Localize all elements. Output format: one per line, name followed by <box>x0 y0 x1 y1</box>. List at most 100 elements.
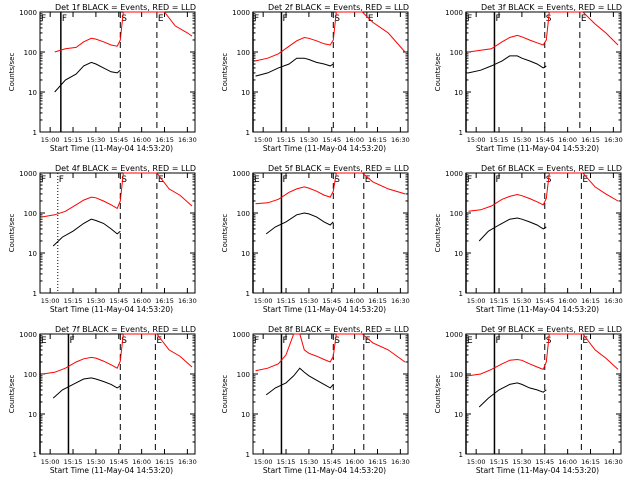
x-axis-label: Start Time (11-May-04 14:53:20) <box>476 144 599 153</box>
series-line-events <box>52 218 121 247</box>
marker-label: S <box>334 175 340 185</box>
x-tick-label: 15:00 <box>254 458 273 466</box>
x-tick-label: 15:45 <box>109 297 128 305</box>
x-tick-label: 16:30 <box>391 136 410 144</box>
marker-label: E <box>158 175 164 185</box>
marker-label: E <box>158 14 164 24</box>
y-tick-label: 10 <box>241 89 250 97</box>
x-tick-label: 15:30 <box>300 458 319 466</box>
x-tick-label: 15:30 <box>87 136 106 144</box>
x-tick-label: 15:15 <box>277 458 296 466</box>
y-tick-label: 1000 <box>445 9 463 17</box>
x-tick-label: 15:45 <box>322 136 341 144</box>
marker-label: E <box>156 336 162 346</box>
y-tick-label: 1 <box>459 129 463 137</box>
x-tick-label: 16:30 <box>604 297 623 305</box>
y-axis-label: Counts/sec <box>221 375 229 414</box>
panel-title: Det 9f BLACK = Events, RED = LLD <box>481 325 622 334</box>
x-tick-label: 15:30 <box>513 458 532 466</box>
marker-label: F <box>495 175 500 185</box>
plot-frame <box>252 333 409 455</box>
series-line-events <box>52 377 121 399</box>
x-tick-label: 16:30 <box>178 136 197 144</box>
x-tick-label: 15:15 <box>64 297 83 305</box>
x-tick-label: 16:15 <box>155 136 174 144</box>
y-tick-label: 10 <box>28 250 37 258</box>
panel-det-5: 1 10 100 1000 15:00 15:15 15:30 15:45 16:00 16:15… <box>221 164 410 314</box>
y-tick-label: 1 <box>459 290 463 298</box>
marker-label: S <box>334 14 340 24</box>
x-tick-label: 15:00 <box>467 458 486 466</box>
y-tick-label: 1000 <box>232 170 250 178</box>
x-tick-label: 16:00 <box>132 136 151 144</box>
series-line-lld <box>468 11 619 53</box>
x-tick-label: 16:15 <box>155 458 174 466</box>
series-line-lld <box>468 333 619 377</box>
x-tick-label: 16:15 <box>155 297 174 305</box>
y-tick-label: 100 <box>237 371 250 379</box>
marker-label: E <box>368 14 374 24</box>
x-tick-label: 16:30 <box>391 297 410 305</box>
marker-label: F <box>282 14 287 24</box>
marker-label: S <box>334 336 340 346</box>
panel-title: Det 3f BLACK = Events, RED = LLD <box>481 3 622 12</box>
x-tick-label: 15:30 <box>300 297 319 305</box>
panel-title: Det 5f BLACK = Events, RED = LLD <box>268 164 409 173</box>
y-tick-label: 100 <box>24 49 37 57</box>
y-tick-label: 100 <box>450 210 463 218</box>
marker-label: F <box>41 14 46 24</box>
series-line-lld <box>255 11 406 62</box>
x-tick-label: 16:00 <box>345 136 364 144</box>
y-tick-label: 10 <box>241 250 250 258</box>
marker-label: S <box>121 336 127 346</box>
series-line-events <box>255 57 334 77</box>
marker-label: E <box>365 175 371 185</box>
y-axis-label: Counts/sec <box>434 53 442 92</box>
y-tick-label: 10 <box>241 411 250 419</box>
panel-title: Det 4f BLACK = Events, RED = LLD <box>55 164 196 173</box>
x-tick-label: 15:15 <box>490 458 509 466</box>
x-tick-label: 16:00 <box>558 136 577 144</box>
y-tick-label: 1000 <box>445 170 463 178</box>
panel-det-3: 1 10 100 1000 15:00 15:15 15:30 15:45 16:00 16:15… <box>434 3 623 153</box>
y-axis-label: Counts/sec <box>434 214 442 253</box>
marker-label: E <box>581 14 587 24</box>
x-tick-label: 15:00 <box>467 136 486 144</box>
series-line-lld <box>255 172 406 205</box>
x-tick-label: 16:00 <box>558 458 577 466</box>
x-tick-label: 16:00 <box>132 297 151 305</box>
y-tick-label: 1 <box>33 290 37 298</box>
panel-det-2: 1 10 100 1000 15:00 15:15 15:30 15:45 16:00 16:15… <box>221 3 410 153</box>
marker-label: F <box>467 175 472 185</box>
y-tick-label: 100 <box>24 210 37 218</box>
x-tick-label: 15:00 <box>41 297 60 305</box>
x-tick-label: 16:30 <box>391 458 410 466</box>
y-tick-label: 1 <box>459 451 463 459</box>
x-tick-label: 15:30 <box>513 297 532 305</box>
x-tick-label: 16:30 <box>178 297 197 305</box>
y-axis-label: Counts/sec <box>8 214 16 253</box>
x-tick-label: 16:15 <box>581 297 600 305</box>
marker-label: F <box>495 14 500 24</box>
x-tick-label: 16:30 <box>604 458 623 466</box>
x-tick-label: 16:00 <box>558 297 577 305</box>
x-tick-label: 15:30 <box>513 136 532 144</box>
y-tick-label: 1 <box>33 129 37 137</box>
x-axis-label: Start Time (11-May-04 14:53:20) <box>50 144 173 153</box>
marker-label: S <box>121 175 127 185</box>
series-line-lld <box>255 333 406 372</box>
x-axis-label: Start Time (11-May-04 14:53:20) <box>263 466 386 475</box>
x-tick-label: 15:00 <box>254 297 273 305</box>
x-tick-label: 15:15 <box>64 458 83 466</box>
panel-title: Det 7f BLACK = Events, RED = LLD <box>55 325 196 334</box>
marker-label: F <box>59 175 64 185</box>
x-axis-label: Start Time (11-May-04 14:53:20) <box>476 466 599 475</box>
x-tick-label: 16:15 <box>368 297 387 305</box>
y-tick-label: 10 <box>28 89 37 97</box>
y-axis-label: Counts/sec <box>434 375 442 414</box>
x-axis-label: Start Time (11-May-04 14:53:20) <box>50 466 173 475</box>
y-tick-label: 10 <box>454 250 463 258</box>
x-tick-label: 15:45 <box>535 297 554 305</box>
marker-label: F <box>41 175 46 185</box>
